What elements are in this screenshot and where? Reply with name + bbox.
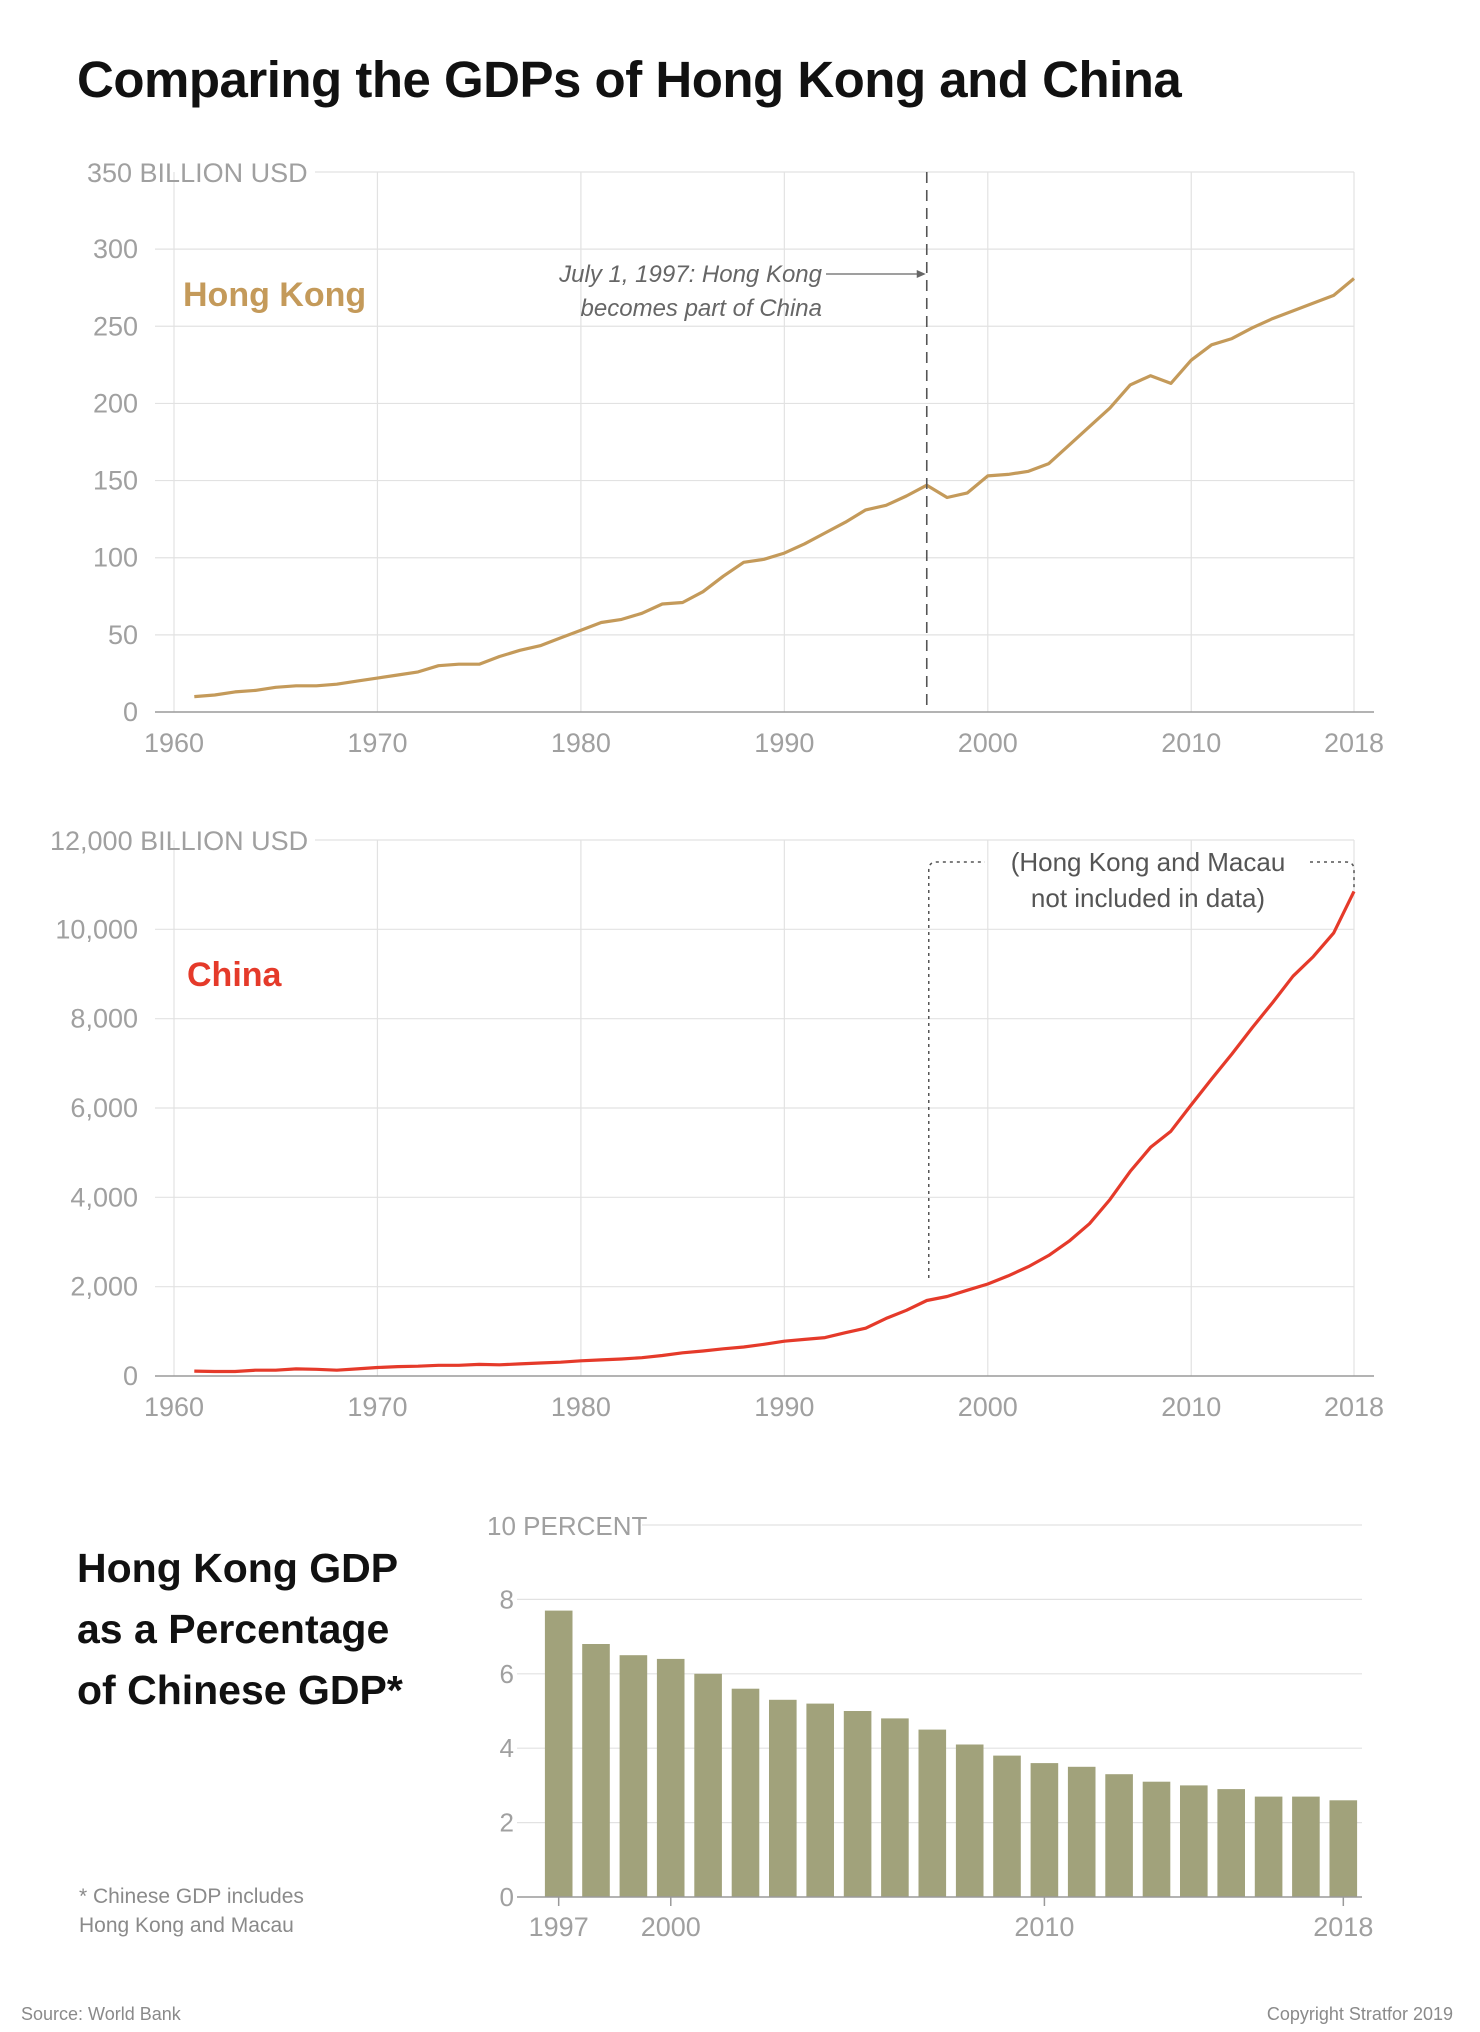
y-axis-unit-label: 12,000 BILLION USD (50, 826, 308, 856)
footnote-line-1: * Chinese GDP includes (79, 1885, 304, 1908)
bar-2005 (843, 1711, 872, 1897)
x-tick-label: 2010 (1014, 1912, 1074, 1942)
bar-2008 (955, 1744, 984, 1897)
y-tick-label: 8,000 (70, 1004, 138, 1034)
bar-2007 (918, 1729, 947, 1897)
x-tick-label: 2010 (1161, 1392, 1221, 1422)
annotation-bracket-right (1310, 861, 1355, 888)
source-credit: Source: World Bank (21, 2004, 181, 2024)
y-tick-label: 10,000 (55, 914, 138, 944)
y-axis-unit-label: 10 PERCENT (487, 1511, 647, 1541)
x-tick-label: 2018 (1324, 728, 1384, 758)
bar-2002 (731, 1688, 760, 1897)
y-tick-label: 0 (500, 1882, 514, 1912)
bar-1998 (582, 1644, 610, 1897)
china-series-line (194, 890, 1356, 1374)
bar-2018 (1329, 1800, 1358, 1897)
bar-chart-title: Hong Kong GDP as a Percentage of Chinese… (77, 1538, 403, 1721)
percentage-bar-chart: 0 2 4 6 8 10 PERCENT 1997 2000 2010 2018 (487, 1511, 1373, 1942)
hong-kong-series-line (194, 277, 1356, 699)
bar-2003 (769, 1699, 797, 1897)
x-tick-label: 2010 (1161, 728, 1221, 758)
bar-2004 (806, 1703, 834, 1897)
annotation-bracket-left (928, 861, 985, 1278)
hong-kong-series-label: Hong Kong (183, 276, 366, 314)
x-tick-label: 2018 (1313, 1912, 1373, 1942)
y-axis-unit-label: 350 BILLION USD (87, 158, 308, 188)
y-tick-label: 100 (93, 543, 138, 573)
bar-2009 (993, 1755, 1021, 1897)
x-tick-label: 2018 (1324, 1392, 1384, 1422)
y-tick-label: 4 (500, 1733, 514, 1763)
x-tick-label: 1960 (144, 1392, 204, 1422)
x-tick-label: 2000 (958, 1392, 1018, 1422)
china-gdp-chart: 0 2,000 4,000 6,000 8,000 10,000 12,000 BILLIO… (50, 826, 1384, 1422)
copyright-notice: Copyright Stratfor 2019 (1266, 2004, 1453, 2024)
bar-2011 (1067, 1766, 1096, 1897)
y-tick-label: 6 (500, 1659, 514, 1689)
y-tick-label: 0 (123, 697, 138, 727)
y-tick-label: 250 (93, 311, 138, 341)
x-tick-label: 1997 (529, 1912, 589, 1942)
footnote-line-2: Hong Kong and Macau (79, 1914, 294, 1937)
x-tick-label: 2000 (958, 728, 1018, 758)
y-tick-label: 2,000 (70, 1272, 138, 1302)
bar-2000 (656, 1658, 685, 1897)
bar-2017 (1292, 1796, 1320, 1897)
y-tick-label: 0 (123, 1361, 138, 1391)
hong-kong-gdp-chart: 0 50 100 150 200 250 300 350 BILLION USD 1960 197… (87, 158, 1384, 758)
y-tick-label: 4,000 (70, 1182, 138, 1212)
bar-chart-title-line-1: Hong Kong GDP (77, 1545, 399, 1591)
x-tick-label: 1990 (754, 1392, 814, 1422)
x-tick-label: 1990 (754, 728, 814, 758)
y-tick-label: 150 (93, 466, 138, 496)
bar-chart-title-line-2: as a Percentage (77, 1606, 390, 1652)
bar-2001 (694, 1673, 722, 1897)
annotation-text-line-2: becomes part of China (581, 295, 822, 322)
y-tick-label: 50 (108, 620, 138, 650)
bar-2016 (1254, 1796, 1283, 1897)
y-tick-label: 300 (93, 234, 138, 264)
bar-2006 (881, 1718, 909, 1897)
y-tick-label: 6,000 (70, 1093, 138, 1123)
bar-2010 (1030, 1763, 1059, 1897)
page-title: Comparing the GDPs of Hong Kong and Chin… (77, 51, 1182, 108)
y-tick-label: 200 (93, 388, 138, 418)
bar-2013 (1142, 1781, 1171, 1897)
y-tick-label: 8 (500, 1584, 514, 1614)
bar-2014 (1180, 1785, 1208, 1897)
annotation-text-line-1: (Hong Kong and Macau (1011, 847, 1286, 877)
bar-1997 (544, 1610, 573, 1897)
annotation-text-line-2: not included in data) (1031, 883, 1265, 913)
china-series-label: China (187, 956, 283, 994)
x-tick-label: 1980 (551, 728, 611, 758)
bar-2012 (1105, 1774, 1133, 1897)
bar-chart-title-line-3: of Chinese GDP* (77, 1667, 403, 1713)
bar-1999 (619, 1655, 648, 1897)
x-tick-label: 1970 (347, 1392, 407, 1422)
x-tick-label: 1960 (144, 728, 204, 758)
footnote: * Chinese GDP includes Hong Kong and Mac… (79, 1882, 304, 1940)
annotation-text-line-1: July 1, 1997: Hong Kong (558, 261, 823, 288)
x-tick-label: 1970 (347, 728, 407, 758)
annotation-arrow-head (916, 270, 926, 278)
bar-2015 (1217, 1789, 1245, 1897)
x-tick-label: 2000 (641, 1912, 701, 1942)
y-tick-label: 2 (500, 1808, 514, 1838)
x-tick-label: 1980 (551, 1392, 611, 1422)
